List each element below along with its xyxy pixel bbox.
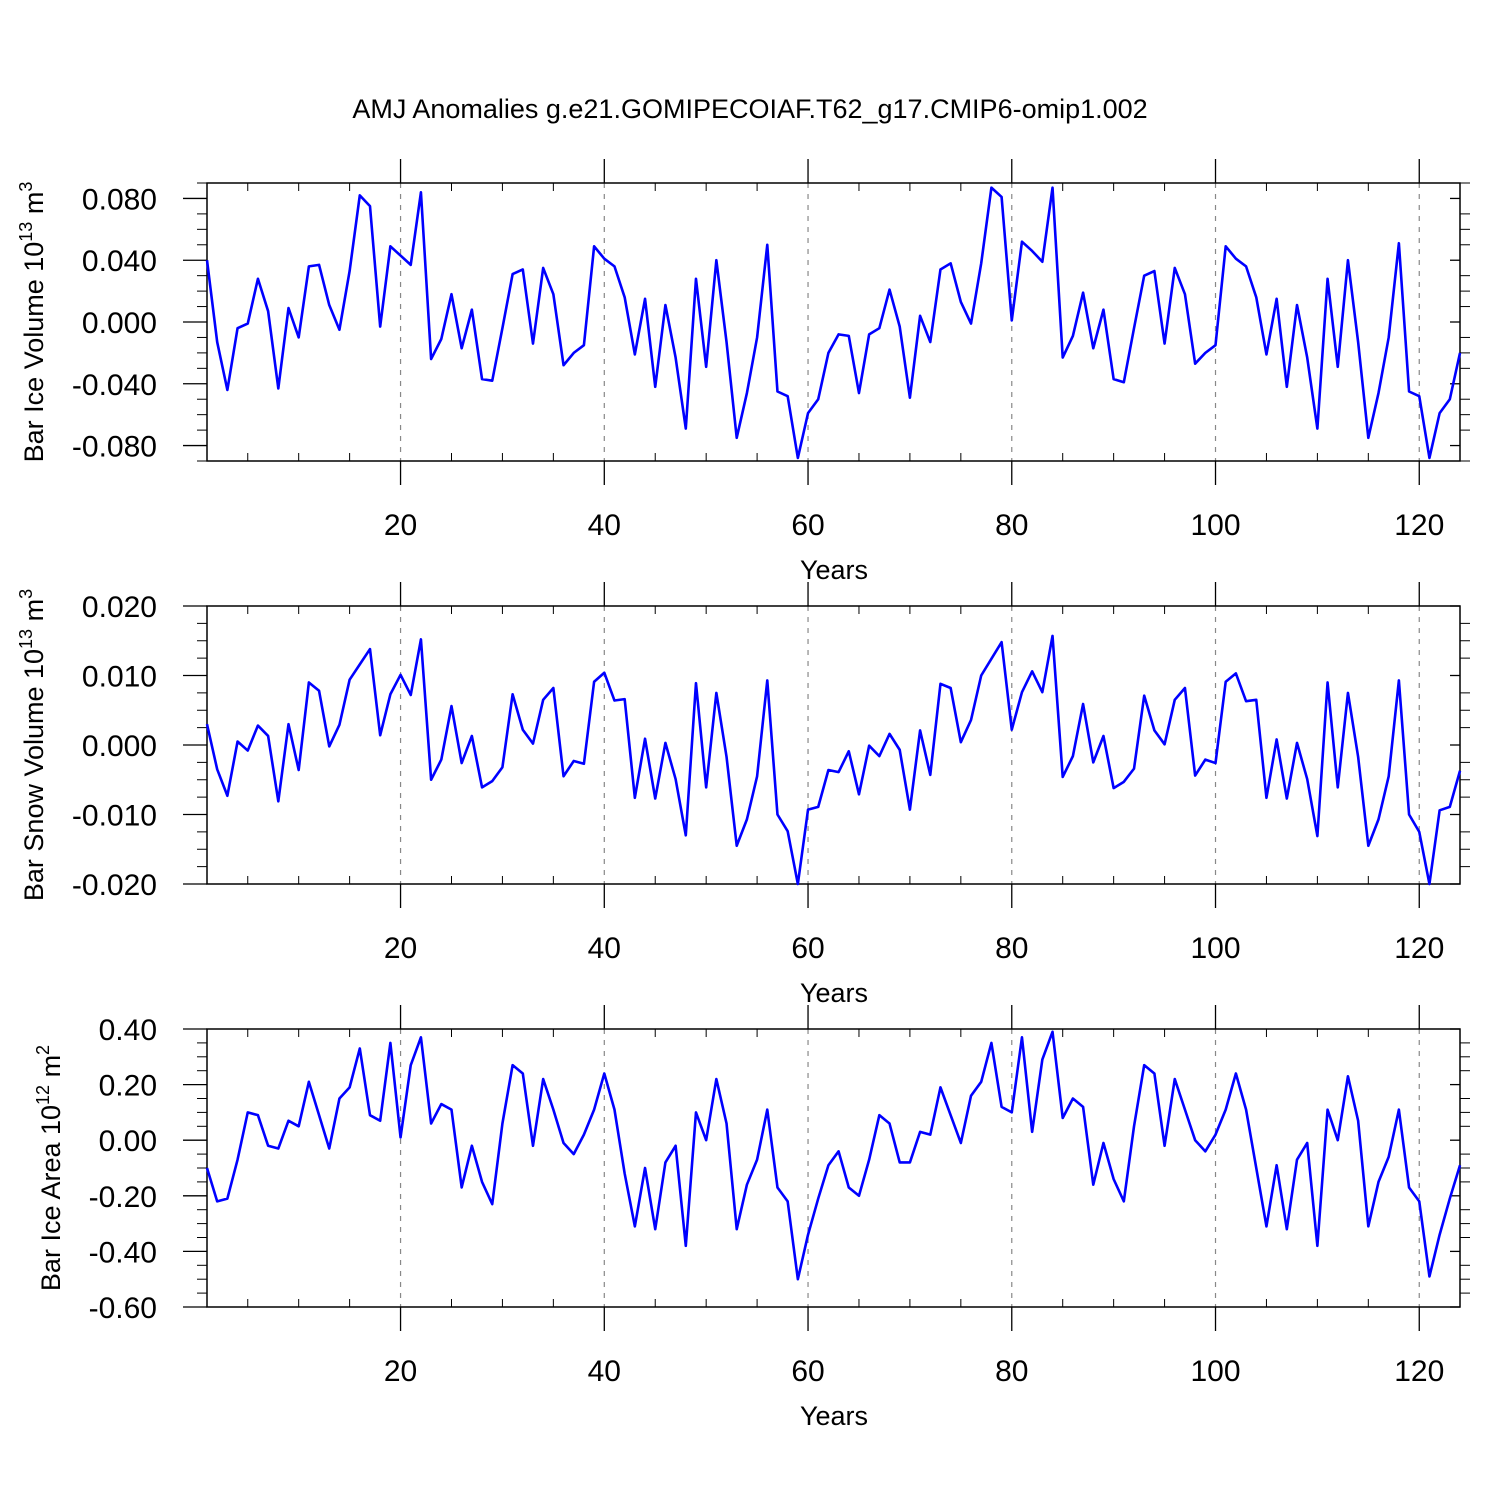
y-tick-label: 0.000 [82,730,157,763]
panel-1: 20 40 60 80 100 120 -0.080 -0.040 0.000 0.040 0.08… [16,159,1470,585]
y-axis-label-part: 2 [33,1045,53,1055]
x-tick-label: 80 [995,932,1028,965]
y-axis-label-part: 12 [33,1085,53,1105]
y-tick-label: -0.20 [89,1181,157,1214]
series-line-2 [205,634,1462,886]
figure-title: AMJ Anomalies g.e21.GOMIPECOIAF.T62_g17.… [352,94,1147,124]
y-axis-label-part: Bar Snow Volume 10 [19,649,49,901]
x-tick-label: 20 [384,1355,417,1388]
y-axis-label-part: Bar Ice Volume 10 [19,242,49,463]
x-tick-label: 40 [588,1355,621,1388]
y-axis-label: Bar Ice Area 1012 m2 [33,1045,66,1291]
x-tick-label: 60 [791,1355,824,1388]
x-tick-label: 100 [1190,509,1240,542]
x-axis-label: Years [800,978,868,1008]
y-tick-label: 0.040 [82,245,157,278]
panel-2: 20 40 60 80 100 120 -0.020 -0.010 0.000 0.010 0.02… [16,582,1470,1008]
y-tick-label: 0.000 [82,307,157,340]
x-tick-label: 80 [995,509,1028,542]
y-axis-label-part: m [19,599,49,629]
panel-3: 20 40 60 80 100 120 -0.60 -0.40 -0.20 0.00 0.20 0.4… [33,1005,1470,1431]
y-tick-label: 0.010 [82,661,157,694]
y-axis-label: Bar Snow Volume 1013 m3 [16,589,49,901]
x-tick-label: 20 [384,932,417,965]
y-tick-label: -0.40 [89,1236,157,1269]
x-tick-label: 20 [384,509,417,542]
series-line-1 [205,186,1462,460]
y-tick-label: -0.020 [72,869,157,902]
y-tick-label: 0.40 [99,1014,157,1047]
y-axis-label-part: 13 [16,222,36,242]
y-axis-label-part: 3 [16,182,36,192]
y-tick-label: -0.60 [89,1292,157,1325]
x-tick-label: 120 [1394,1355,1444,1388]
y-axis-label: Bar Ice Volume 1013 m3 [16,182,49,463]
x-tick-label: 100 [1190,1355,1240,1388]
y-axis-label-part: m [36,1055,66,1085]
x-tick-label: 60 [791,932,824,965]
y-tick-label: -0.040 [72,369,157,402]
y-axis-label-part: m [19,192,49,222]
y-tick-label: 0.080 [82,183,157,216]
series-line-3 [205,1030,1462,1281]
x-tick-label: 40 [588,509,621,542]
y-tick-label: -0.080 [72,431,157,464]
plot-frame [206,1028,1461,1308]
x-tick-label: 100 [1190,932,1240,965]
y-axis-label-part: Bar Ice Area 10 [36,1105,66,1291]
x-tick-label: 120 [1394,509,1444,542]
x-tick-label: 60 [791,509,824,542]
y-tick-label: 0.020 [82,591,157,624]
plot-frame [206,605,1461,885]
x-axis-label: Years [800,1401,868,1431]
y-axis-label-part: 3 [16,589,36,599]
x-axis-label: Years [800,555,868,585]
y-tick-label: 0.00 [99,1125,157,1158]
x-tick-label: 120 [1394,932,1444,965]
y-axis-label-part: 13 [16,629,36,649]
y-tick-label: -0.010 [72,800,157,833]
x-tick-label: 40 [588,932,621,965]
panels-group: 20 40 60 80 100 120 -0.080 -0.040 0.000 0.040 0.08… [16,159,1470,1431]
x-tick-label: 80 [995,1355,1028,1388]
y-tick-label: 0.20 [99,1070,157,1103]
